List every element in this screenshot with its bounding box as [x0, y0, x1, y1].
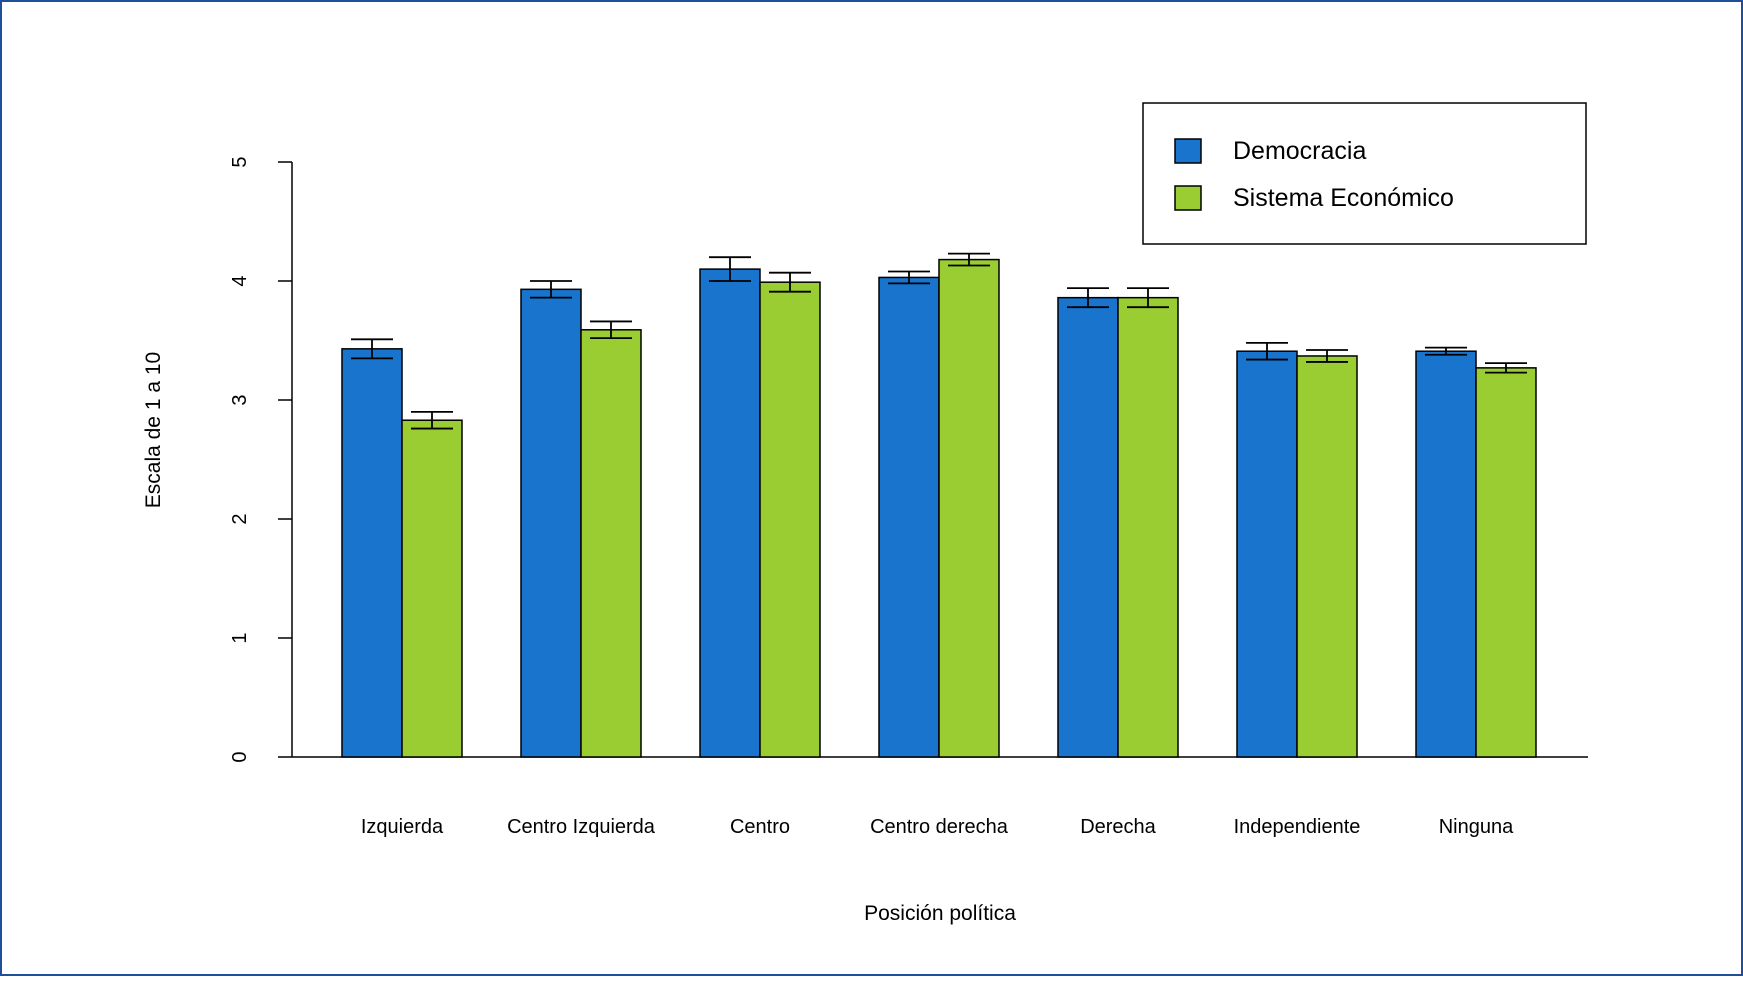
bar-sistema-economico	[580, 329, 642, 758]
y-tick-label: 2	[229, 513, 251, 524]
legend-label: Sistema Económico	[1233, 184, 1454, 212]
error-bar	[1425, 346, 1467, 356]
x-axis-label: Posición política	[864, 902, 1016, 925]
bar-democracia	[341, 348, 403, 758]
x-tick-label: Centro	[730, 816, 790, 838]
error-bar	[411, 410, 453, 430]
x-tick-label: Centro derecha	[870, 816, 1009, 838]
bar-democracia	[520, 288, 582, 758]
bar-sistema-economico	[938, 258, 1000, 758]
legend-label: Democracia	[1233, 137, 1366, 165]
y-tick-label: 1	[229, 632, 251, 643]
error-bar	[530, 280, 572, 299]
bar-sistema-economico	[759, 281, 821, 758]
y-tick-label: 3	[229, 394, 251, 405]
bar-democracia	[699, 268, 761, 758]
error-bar	[888, 270, 930, 285]
y-axis-label: Escala de 1 a 10	[142, 352, 165, 508]
x-tick-label: Derecha	[1080, 816, 1156, 838]
bar-sistema-economico	[1296, 355, 1358, 758]
error-bar	[1127, 287, 1169, 309]
error-bar	[948, 252, 990, 267]
error-bar	[1067, 287, 1109, 309]
bar-sistema-economico	[1475, 367, 1537, 758]
x-tick-label: Independiente	[1234, 816, 1361, 838]
y-tick-label: 4	[229, 275, 251, 286]
bar-democracia	[1057, 296, 1119, 758]
x-tick-label: Centro Izquierda	[507, 816, 656, 838]
legend-swatch	[1174, 185, 1202, 211]
bar-sistema-economico	[1117, 296, 1179, 758]
bar-democracia	[1236, 350, 1298, 758]
y-tick-label: 5	[229, 156, 251, 167]
bar-democracia	[878, 276, 940, 758]
error-bar	[1485, 362, 1527, 374]
legend-box	[1142, 102, 1587, 245]
error-bar	[1246, 341, 1288, 361]
error-bar	[351, 338, 393, 360]
y-tick-label: 0	[229, 751, 251, 762]
x-tick-label: Izquierda	[361, 816, 444, 838]
legend-swatch	[1174, 138, 1202, 164]
error-bar	[590, 320, 632, 340]
error-bar	[769, 271, 811, 293]
error-bar	[1306, 349, 1348, 363]
bar-sistema-economico	[401, 419, 463, 758]
error-bar	[709, 256, 751, 282]
bar-democracia	[1415, 350, 1477, 758]
x-tick-label: Ninguna	[1439, 816, 1514, 838]
